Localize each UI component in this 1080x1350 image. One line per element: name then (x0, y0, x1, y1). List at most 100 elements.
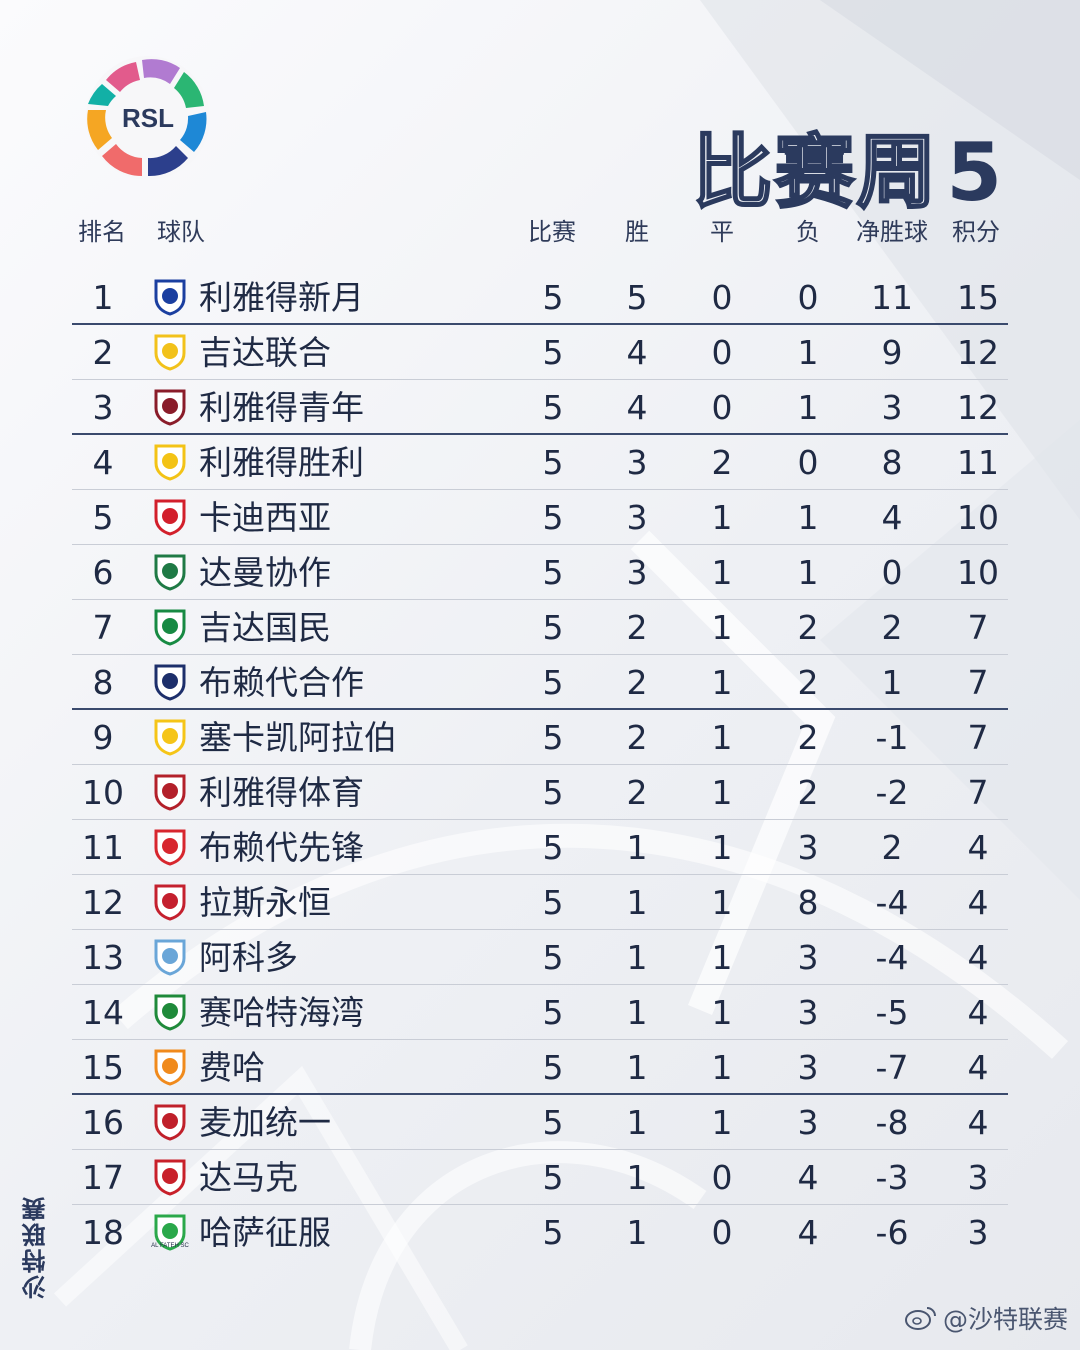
points-cell: 10 (957, 498, 999, 537)
won-cell: 1 (626, 883, 648, 922)
lost-cell: 3 (797, 993, 819, 1032)
rank-cell: 7 (92, 608, 114, 647)
played-cell: 5 (542, 1048, 564, 1087)
lost-cell: 0 (797, 278, 819, 317)
goal-diff-cell: -8 (875, 1103, 909, 1142)
al-wehda-crest-icon (151, 1103, 189, 1141)
points-cell: 7 (967, 608, 989, 647)
team-name: 利雅得体育 (199, 773, 364, 812)
team-name: 吉达国民 (199, 608, 331, 647)
drawn-cell: 0 (711, 278, 733, 317)
goal-diff-cell: 11 (871, 278, 913, 317)
goal-diff-cell: -3 (875, 1158, 909, 1197)
lost-cell: 8 (797, 883, 819, 922)
lost-cell: 3 (797, 828, 819, 867)
played-cell: 5 (542, 608, 564, 647)
goal-diff-cell: -6 (875, 1213, 909, 1252)
al-feiha-crest-icon (151, 1048, 189, 1086)
side-label: 沙特联赛 (22, 1195, 50, 1299)
points-cell: 4 (967, 938, 989, 977)
table-row: 12 拉斯永恒 5 1 1 8 -4 4 (0, 875, 1080, 930)
al-shabab-crest-icon (151, 388, 189, 426)
rank-cell: 12 (82, 883, 124, 922)
table-row: 14 赛哈特海湾 5 1 1 3 -5 4 (0, 985, 1080, 1040)
points-cell: 15 (957, 278, 999, 317)
rank-cell: 5 (92, 498, 114, 537)
table-row: 10 利雅得体育 5 2 1 2 -2 7 (0, 765, 1080, 820)
won-cell: 1 (626, 1158, 648, 1197)
points-cell: 4 (967, 828, 989, 867)
lost-cell: 4 (797, 1213, 819, 1252)
al-ittihad-crest-icon (151, 333, 189, 371)
points-cell: 10 (957, 553, 999, 592)
team-name: 卡迪西亚 (199, 498, 331, 537)
badge-text: AL FATEH SC (151, 1243, 189, 1249)
drawn-cell: 1 (711, 883, 733, 922)
col-rank: 排名 (78, 218, 126, 246)
drawn-cell: 0 (711, 388, 733, 427)
weibo-icon (904, 1307, 936, 1330)
team-name: 拉斯永恒 (199, 883, 331, 922)
al-ettifaq-crest-icon (151, 553, 189, 591)
lost-cell: 2 (797, 663, 819, 702)
played-cell: 5 (542, 883, 564, 922)
played-cell: 5 (542, 553, 564, 592)
table-row: 2 吉达联合 5 4 0 1 9 12 (0, 325, 1080, 380)
drawn-cell: 2 (711, 443, 733, 482)
goal-diff-cell: 3 (881, 388, 903, 427)
table-row: 8 布赖代合作 5 2 1 2 1 7 (0, 655, 1080, 710)
al-nassr-crest-icon (151, 443, 189, 481)
team-name: 哈萨征服 (199, 1213, 331, 1252)
goal-diff-cell: 4 (881, 498, 903, 537)
al-raed-crest-icon (151, 828, 189, 866)
played-cell: 5 (542, 718, 564, 757)
drawn-cell: 1 (711, 718, 733, 757)
played-cell: 5 (542, 828, 564, 867)
goal-diff-cell: 9 (881, 333, 903, 372)
drawn-cell: 1 (711, 773, 733, 812)
rank-cell: 11 (82, 828, 124, 867)
points-cell: 4 (967, 1048, 989, 1087)
won-cell: 3 (626, 498, 648, 537)
al-fateh-crest-icon: AL FATEH SC (151, 1213, 189, 1251)
lost-cell: 4 (797, 1158, 819, 1197)
team-name: 利雅得胜利 (199, 443, 364, 482)
table-row: 9 塞卡凯阿拉伯 5 2 1 2 -1 7 (0, 710, 1080, 765)
al-taawoun-crest-icon (151, 663, 189, 701)
lost-cell: 3 (797, 1048, 819, 1087)
goal-diff-cell: -2 (875, 773, 909, 812)
title-number: 5 (946, 126, 1004, 219)
weibo-watermark: @沙特联赛 (904, 1300, 1068, 1336)
lost-cell: 1 (797, 388, 819, 427)
rsl-league-logo: RSL (86, 56, 210, 180)
played-cell: 5 (542, 773, 564, 812)
lost-cell: 1 (797, 498, 819, 537)
goal-diff-cell: -4 (875, 883, 909, 922)
lost-cell: 2 (797, 608, 819, 647)
points-cell: 4 (967, 1103, 989, 1142)
points-cell: 11 (957, 443, 999, 482)
title-word: 比赛周 (691, 125, 939, 221)
lost-cell: 3 (797, 1103, 819, 1142)
points-cell: 4 (967, 883, 989, 922)
table-row: 4 利雅得胜利 5 3 2 0 8 11 (0, 435, 1080, 490)
goal-diff-cell: 2 (881, 608, 903, 647)
drawn-cell: 1 (711, 608, 733, 647)
goal-diff-cell: -7 (875, 1048, 909, 1087)
team-name: 赛哈特海湾 (199, 993, 364, 1032)
table-row: 5 卡迪西亚 5 3 1 1 4 10 (0, 490, 1080, 545)
drawn-cell: 0 (711, 333, 733, 372)
played-cell: 5 (542, 333, 564, 372)
standings-table: 1 利雅得新月 5 5 0 0 11 15 2 吉达联合 5 4 0 1 9 12 3 利雅得青年 5 4 0 1 3 12 4… (0, 270, 1080, 1260)
won-cell: 2 (626, 718, 648, 757)
won-cell: 1 (626, 828, 648, 867)
table-row: 3 利雅得青年 5 4 0 1 3 12 (0, 380, 1080, 435)
team-name: 吉达联合 (199, 333, 331, 372)
team-name: 阿科多 (199, 938, 298, 977)
team-name: 麦加统一 (199, 1103, 331, 1142)
rank-cell: 13 (82, 938, 124, 977)
points-cell: 12 (957, 333, 999, 372)
table-row: 11 布赖代先锋 5 1 1 3 2 4 (0, 820, 1080, 875)
rank-cell: 18 (82, 1213, 124, 1252)
